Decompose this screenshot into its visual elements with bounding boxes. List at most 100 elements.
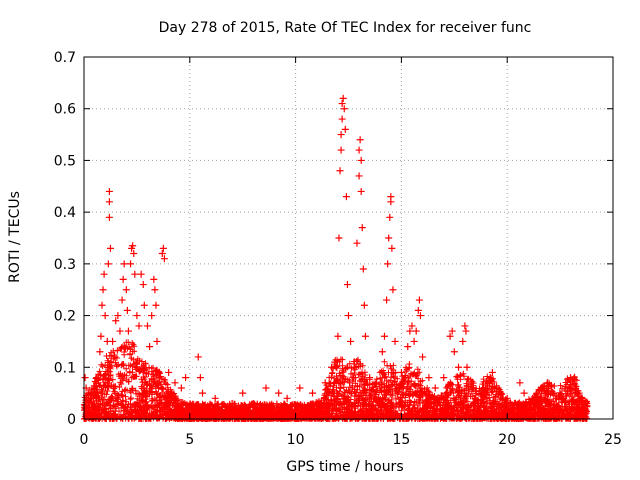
data-point bbox=[478, 389, 486, 397]
data-point bbox=[150, 275, 158, 283]
data-point bbox=[355, 172, 363, 180]
data-point bbox=[345, 312, 352, 320]
data-point bbox=[155, 374, 163, 382]
data-point bbox=[159, 244, 167, 252]
data-point bbox=[351, 363, 359, 371]
data-point bbox=[105, 213, 113, 221]
data-point bbox=[355, 146, 363, 154]
data-point bbox=[335, 234, 343, 242]
data-point bbox=[111, 353, 119, 361]
data-point bbox=[397, 368, 405, 376]
data-point bbox=[406, 327, 414, 335]
data-point bbox=[99, 286, 107, 294]
data-point bbox=[158, 250, 166, 258]
y-tick-label: 0 bbox=[67, 412, 76, 428]
data-point bbox=[119, 275, 127, 283]
dense-point-cloud bbox=[81, 339, 591, 422]
x-tick-label: 10 bbox=[287, 432, 305, 448]
x-tick-label: 20 bbox=[498, 432, 516, 448]
data-point bbox=[101, 312, 109, 320]
data-point bbox=[450, 348, 458, 356]
data-point bbox=[358, 224, 366, 232]
point-cloud-marks bbox=[81, 339, 591, 422]
y-tick-label: 0.7 bbox=[54, 50, 76, 66]
data-point bbox=[469, 384, 477, 392]
data-point bbox=[408, 322, 416, 330]
data-point bbox=[321, 379, 329, 387]
data-point bbox=[425, 374, 433, 382]
data-point bbox=[516, 379, 524, 387]
data-point bbox=[283, 394, 291, 402]
data-point bbox=[402, 374, 410, 382]
data-point bbox=[342, 193, 350, 201]
data-point bbox=[391, 337, 399, 345]
data-point bbox=[153, 337, 161, 345]
data-point bbox=[357, 187, 365, 195]
data-point bbox=[583, 399, 591, 407]
data-point bbox=[91, 384, 99, 392]
plot-frame bbox=[83, 56, 614, 420]
data-point bbox=[359, 265, 367, 273]
data-point bbox=[388, 244, 396, 252]
y-tick-label: 0.2 bbox=[54, 309, 76, 325]
data-point bbox=[135, 322, 143, 330]
data-point bbox=[96, 348, 104, 356]
data-point bbox=[196, 374, 204, 382]
data-point bbox=[366, 374, 374, 382]
data-point bbox=[93, 374, 101, 382]
scatter-points bbox=[81, 94, 591, 407]
data-point bbox=[105, 198, 113, 206]
data-point bbox=[384, 260, 392, 268]
data-point bbox=[387, 193, 395, 201]
data-point bbox=[336, 167, 344, 175]
data-point bbox=[378, 348, 386, 356]
data-point bbox=[106, 244, 114, 252]
data-point bbox=[84, 389, 92, 397]
data-point bbox=[146, 343, 154, 351]
data-point bbox=[440, 374, 448, 382]
data-point bbox=[165, 368, 173, 376]
data-point bbox=[151, 286, 159, 294]
data-point bbox=[194, 353, 202, 361]
data-point bbox=[328, 363, 336, 371]
data-point bbox=[211, 394, 219, 402]
data-point bbox=[116, 327, 124, 335]
data-point bbox=[577, 394, 585, 402]
y-tick-label: 0.5 bbox=[54, 153, 76, 169]
data-point bbox=[386, 213, 394, 221]
y-tick-label: 0.4 bbox=[54, 205, 76, 221]
data-point bbox=[459, 337, 467, 345]
data-point bbox=[87, 394, 95, 402]
y-tick-label: 0.6 bbox=[54, 102, 76, 118]
data-point bbox=[129, 242, 137, 250]
data-point bbox=[488, 368, 496, 376]
data-point bbox=[461, 322, 469, 330]
data-point bbox=[123, 306, 131, 314]
data-point bbox=[543, 379, 551, 387]
data-point bbox=[343, 281, 351, 289]
data-point bbox=[139, 281, 147, 289]
data-point bbox=[462, 327, 470, 335]
data-point bbox=[171, 379, 179, 387]
data-point bbox=[550, 389, 558, 397]
data-point bbox=[503, 394, 511, 402]
data-point bbox=[177, 384, 185, 392]
data-point bbox=[414, 306, 422, 314]
x-tick-label: 0 bbox=[80, 432, 89, 448]
data-point bbox=[385, 234, 393, 242]
data-point bbox=[97, 332, 105, 340]
data-point bbox=[98, 301, 106, 309]
y-axis-label: ROTI / TECUs bbox=[7, 191, 23, 283]
y-tick-label: 0.3 bbox=[54, 257, 76, 273]
data-point bbox=[249, 399, 257, 407]
data-point bbox=[486, 374, 494, 382]
data-point bbox=[338, 100, 346, 108]
data-point bbox=[275, 389, 283, 397]
data-point bbox=[380, 332, 388, 340]
data-point bbox=[493, 384, 501, 392]
data-point bbox=[228, 399, 236, 407]
x-tick-label: 25 bbox=[604, 432, 622, 448]
data-point bbox=[372, 379, 380, 387]
grid-lines bbox=[84, 57, 613, 419]
data-point bbox=[463, 363, 471, 371]
